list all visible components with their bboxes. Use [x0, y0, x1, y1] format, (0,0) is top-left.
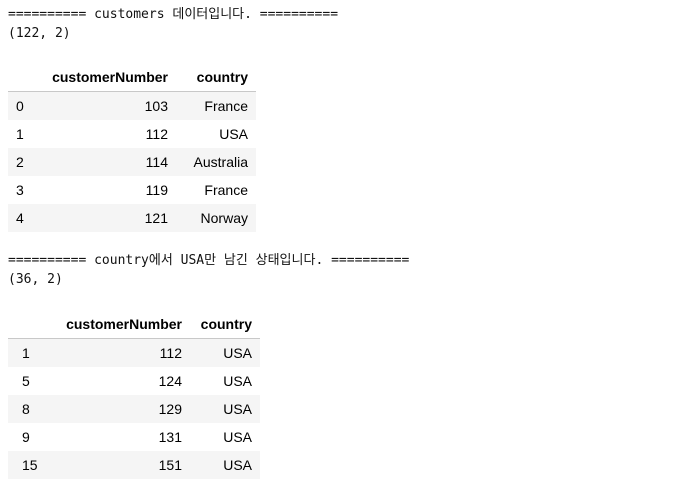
- country-cell: USA: [223, 344, 252, 361]
- table-header-row: customerNumber country: [8, 309, 260, 339]
- row-index: 0: [16, 97, 24, 114]
- table-row: 0 103 France: [8, 91, 256, 120]
- usa-filter-message: ========== country에서 USA만 남긴 상태입니다. ====…: [8, 253, 410, 268]
- cell-output-text-2: ========== country에서 USA만 남긴 상태입니다. ====…: [8, 251, 409, 289]
- table-row: 1 112 USA: [8, 119, 256, 148]
- row-index: 2: [16, 153, 24, 170]
- customer-number-cell: 114: [145, 153, 168, 170]
- customer-number-cell: 124: [158, 372, 182, 389]
- row-index: 4: [16, 209, 24, 226]
- row-index: 8: [22, 400, 30, 417]
- customers-dataframe-table: customerNumber country 0 103 France 1 11…: [8, 62, 256, 232]
- usa-customers-dataframe-table: customerNumber country 1 112 USA 5 124 U…: [8, 309, 260, 479]
- column-header-country: country: [176, 62, 256, 92]
- customer-number-cell: 121: [144, 209, 168, 226]
- customer-number-cell: 151: [158, 456, 182, 473]
- country-cell: USA: [223, 456, 252, 473]
- customers-shape-text: (122, 2): [8, 26, 71, 41]
- row-index: 3: [16, 181, 24, 198]
- table-row: 9 131 USA: [8, 422, 260, 451]
- table-row: 4 121 Norway: [8, 203, 256, 232]
- column-header-country: country: [190, 309, 260, 339]
- row-index: 5: [22, 372, 30, 389]
- index-header: [8, 62, 40, 92]
- table-row: 2 114 Australia: [8, 147, 256, 176]
- country-cell: USA: [223, 428, 252, 445]
- table-row: 3 119 France: [8, 175, 256, 204]
- table-row: 8 129 USA: [8, 394, 260, 423]
- column-header-customerNumber: customerNumber: [54, 309, 190, 339]
- country-cell: Norway: [200, 209, 248, 226]
- country-cell: USA: [219, 125, 248, 142]
- row-index: 9: [22, 428, 30, 445]
- country-cell: USA: [223, 400, 252, 417]
- customer-number-cell: 119: [145, 181, 168, 198]
- table-header-row: customerNumber country: [8, 62, 256, 92]
- customers-data-message: ========== customers 데이터입니다. ==========: [8, 7, 339, 22]
- row-index: 1: [22, 344, 30, 361]
- table-row: 15 151 USA: [8, 450, 260, 479]
- table-row: 1 112 USA: [8, 338, 260, 367]
- row-index: 15: [22, 456, 38, 473]
- column-header-customerNumber: customerNumber: [40, 62, 176, 92]
- country-cell: Australia: [193, 153, 248, 170]
- row-index: 1: [16, 125, 24, 142]
- customer-number-cell: 103: [144, 97, 168, 114]
- country-cell: France: [204, 181, 248, 198]
- country-cell: France: [204, 97, 248, 114]
- customer-number-cell: 112: [145, 125, 168, 142]
- index-header: [8, 309, 54, 339]
- customer-number-cell: 112: [159, 344, 182, 361]
- cell-output-text-1: ========== customers 데이터입니다. ========== …: [8, 5, 338, 43]
- usa-shape-text: (36, 2): [8, 272, 63, 287]
- table-row: 5 124 USA: [8, 366, 260, 395]
- country-cell: USA: [223, 372, 252, 389]
- customer-number-cell: 131: [158, 428, 182, 445]
- customer-number-cell: 129: [158, 400, 182, 417]
